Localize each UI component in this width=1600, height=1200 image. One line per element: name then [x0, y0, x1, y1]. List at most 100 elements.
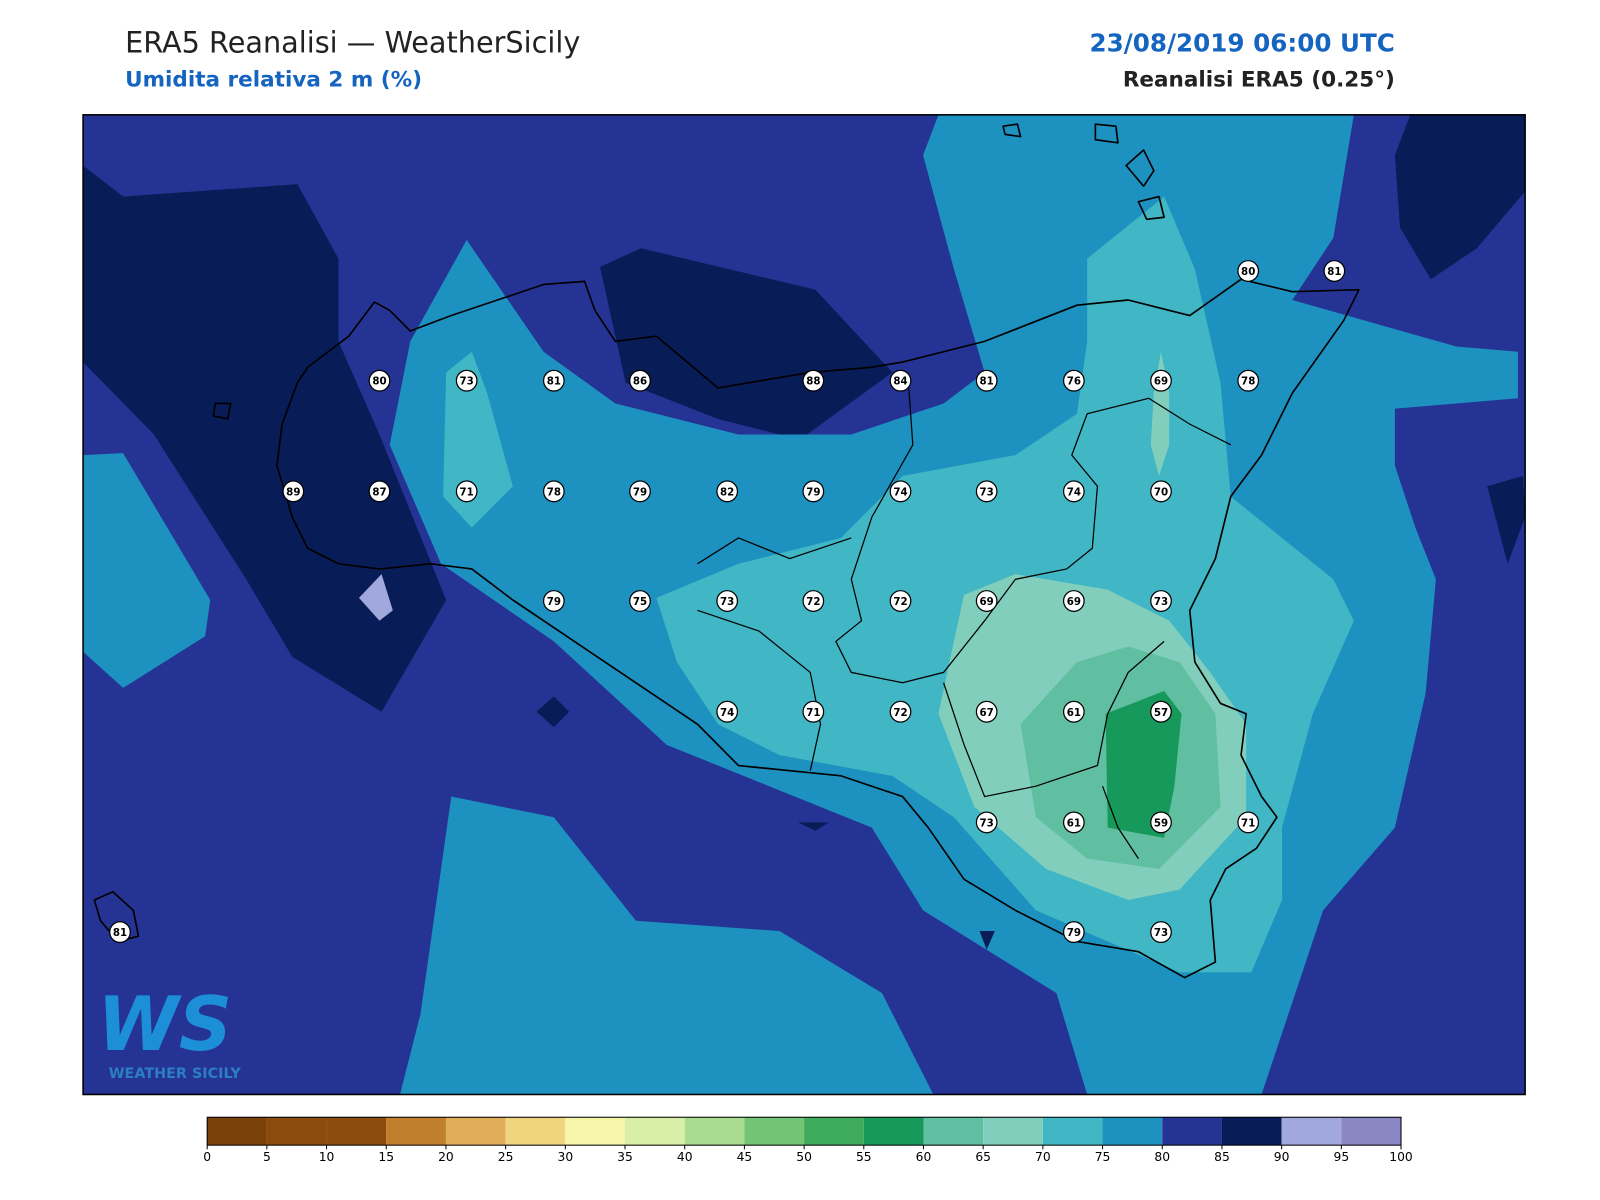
station-value: 72 — [893, 707, 907, 719]
colorbar-tick-label: 45 — [737, 1150, 753, 1164]
colorbar-swatch — [804, 1117, 864, 1146]
station-value: 71 — [1241, 817, 1255, 829]
station-value: 79 — [806, 486, 820, 498]
colorbar-swatch — [625, 1117, 685, 1146]
colorbar-tick-label: 60 — [916, 1150, 932, 1164]
station-value: 72 — [893, 596, 907, 608]
colorbar-swatch — [1341, 1117, 1402, 1146]
station-marker — [1150, 811, 1172, 834]
station-marker — [542, 369, 565, 392]
station-marker — [282, 480, 305, 503]
colorbar-swatch — [1221, 1117, 1282, 1146]
station-value: 79 — [633, 486, 647, 498]
station-marker — [889, 480, 912, 503]
colorbar: 0 5 10 15 20 25 30 35 40 45 50 55 60 65 70 75 80 85 90 95 10… — [203, 1116, 1413, 1164]
station-marker — [802, 480, 825, 503]
logo: WS WEATHER SICILY — [97, 982, 241, 1082]
station-value: 73 — [720, 596, 734, 608]
field-90-95 — [358, 574, 393, 621]
colorbar-swatch — [1102, 1117, 1163, 1146]
colorbar-tick-label: 40 — [677, 1150, 693, 1164]
logo-mark: WS — [97, 982, 232, 1068]
colorbar-swatch — [207, 1117, 267, 1146]
map-frame — [82, 114, 1526, 1096]
subtitle: Umidita relativa 2 m (%) — [125, 68, 422, 93]
station-marker — [1062, 369, 1085, 392]
station-marker — [889, 700, 912, 723]
station-value: 76 — [1067, 376, 1081, 388]
station-value: 61 — [1067, 707, 1081, 719]
station-value: 81 — [113, 927, 127, 939]
colorbar-tick-label: 30 — [558, 1150, 574, 1164]
station-marker — [802, 369, 825, 392]
colorbar-tick-label: 65 — [975, 1150, 991, 1164]
station-value: 69 — [1154, 376, 1168, 388]
station-value: 74 — [1067, 486, 1081, 498]
station-marker — [1150, 700, 1172, 723]
station-value: 72 — [806, 596, 820, 608]
island — [93, 123, 1165, 943]
station-marker — [889, 369, 912, 392]
station-marker — [975, 811, 998, 834]
title: ERA5 Reanalisi — WeatherSicily — [125, 25, 580, 59]
station-marker — [542, 480, 565, 503]
colorbar-tick-label: 50 — [796, 1150, 812, 1164]
station-value: 80 — [1241, 266, 1255, 278]
station-value: 69 — [1067, 596, 1081, 608]
station-marker — [1150, 369, 1172, 392]
station-value: 73 — [460, 376, 474, 388]
field-75-80 — [399, 796, 934, 1095]
station-value: 57 — [1154, 707, 1168, 719]
station-value: 73 — [1154, 596, 1168, 608]
station-marker — [109, 921, 131, 944]
field-85-90 — [536, 696, 570, 728]
map — [83, 114, 1526, 1095]
station-marker — [1237, 369, 1260, 392]
province-border — [697, 537, 1165, 859]
station-value: 86 — [633, 376, 647, 388]
station-value: 69 — [980, 596, 994, 608]
colorbar-tick-label: 15 — [378, 1150, 394, 1164]
colorbar-swatch — [505, 1117, 566, 1146]
source: Reanalisi ERA5 (0.25°) — [1123, 68, 1395, 93]
colorbar-swatch — [1281, 1117, 1342, 1146]
station-marker — [368, 480, 391, 503]
colorbar-tick-label: 85 — [1214, 1150, 1230, 1164]
station-value: 73 — [980, 817, 994, 829]
colorbar-swatch — [684, 1117, 745, 1146]
colorbar-swatch — [744, 1117, 805, 1146]
station-marker — [975, 480, 998, 503]
station-marker — [455, 369, 478, 392]
station-value: 81 — [547, 376, 561, 388]
station-value: 80 — [372, 376, 386, 388]
station-marker — [802, 590, 825, 612]
datetime: 23/08/2019 06:00 UTC — [1090, 28, 1395, 57]
field-55-60 — [1105, 691, 1182, 838]
station-marker — [1062, 590, 1085, 612]
station-value: 61 — [1067, 817, 1081, 829]
station-marker — [1323, 260, 1346, 282]
colorbar-tick-label: 90 — [1274, 1150, 1290, 1164]
station-value: 81 — [1327, 266, 1341, 278]
colorbar-tick-label: 5 — [263, 1150, 271, 1164]
station-value: 70 — [1154, 486, 1168, 498]
colorbar-swatch — [1042, 1117, 1103, 1146]
station-marker — [1150, 590, 1172, 612]
station-marker — [1062, 700, 1085, 723]
station-marker — [368, 369, 391, 392]
station-marker — [629, 480, 651, 503]
province-border — [835, 372, 1232, 684]
station-value: 71 — [806, 707, 820, 719]
station-value: 87 — [372, 486, 386, 498]
colorbar-swatch — [1162, 1117, 1222, 1146]
colorbar-tick-label: 0 — [203, 1150, 211, 1164]
field-85-90 — [600, 248, 893, 440]
station-value: 82 — [720, 486, 734, 498]
station-marker — [716, 480, 739, 503]
station-marker — [629, 369, 651, 392]
colorbar-swatch — [445, 1117, 506, 1146]
field-85-90 — [83, 165, 447, 712]
station-value: 73 — [1154, 927, 1168, 939]
colorbar-tick-label: 80 — [1154, 1150, 1170, 1164]
